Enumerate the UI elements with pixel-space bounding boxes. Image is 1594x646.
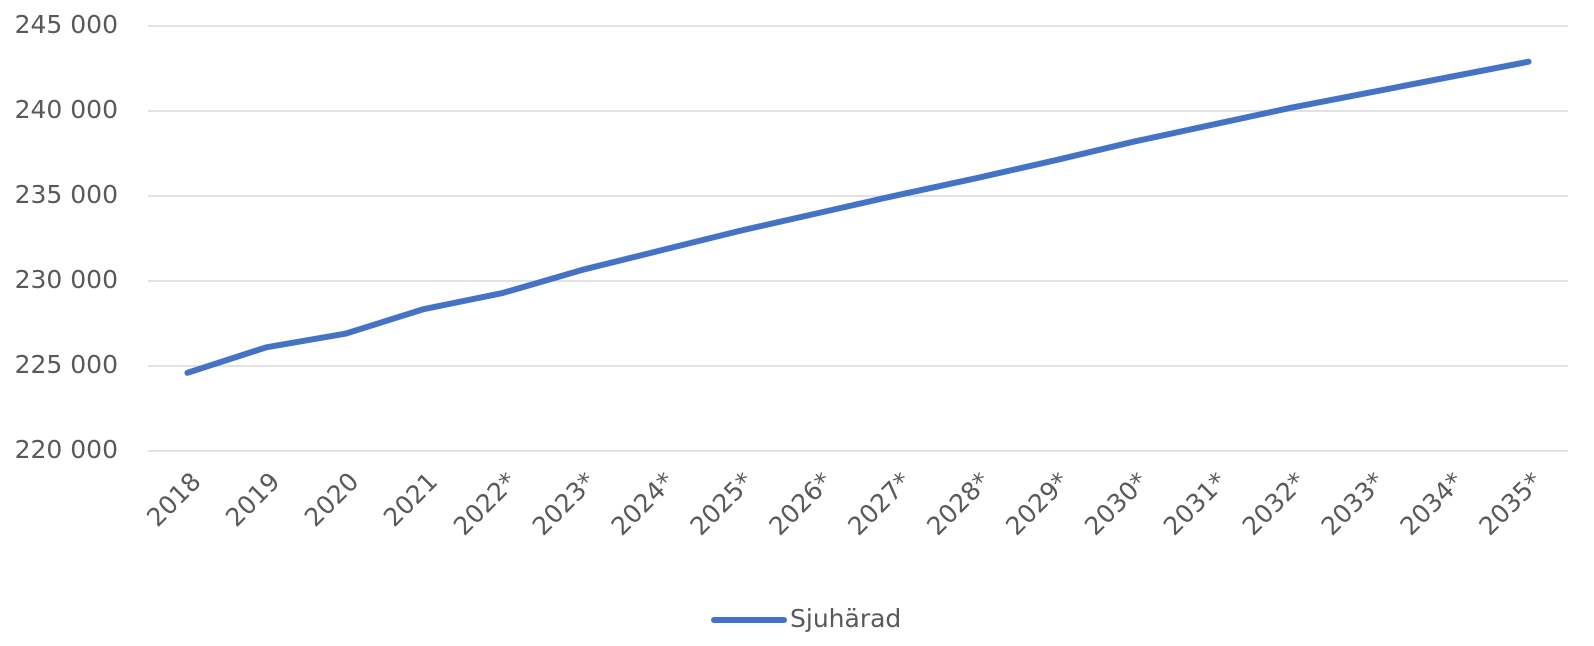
x-tick-label: 2025* bbox=[685, 467, 759, 541]
x-tick-label: 2022* bbox=[448, 467, 522, 541]
y-tick-label: 235 000 bbox=[15, 180, 118, 209]
x-tick-label: 2032* bbox=[1237, 467, 1311, 541]
y-tick-label: 230 000 bbox=[15, 265, 118, 294]
x-tick-label: 2023* bbox=[527, 467, 601, 541]
x-tick-label: 2018 bbox=[141, 467, 206, 532]
data-line bbox=[184, 58, 1532, 376]
x-tick-label: 2020 bbox=[299, 467, 364, 532]
x-tick-label: 2029* bbox=[1000, 467, 1074, 541]
x-tick-label: 2024* bbox=[606, 467, 680, 541]
y-tick-label: 245 000 bbox=[15, 10, 118, 39]
x-tick-label: 2031* bbox=[1158, 467, 1232, 541]
x-tick-label: 2026* bbox=[763, 467, 837, 541]
x-tick-label: 2019 bbox=[220, 467, 285, 532]
legend-label: Sjuhärad bbox=[790, 604, 901, 633]
x-tick-label: 2033* bbox=[1316, 467, 1390, 541]
y-tick-label: 225 000 bbox=[15, 350, 118, 379]
x-tick-label: 2034* bbox=[1395, 467, 1469, 541]
x-tick-label: 2028* bbox=[921, 467, 995, 541]
x-tick-label: 2035* bbox=[1473, 467, 1547, 541]
x-tick-label: 2027* bbox=[842, 467, 916, 541]
y-tick-label: 240 000 bbox=[15, 95, 118, 124]
y-tick-label: 220 000 bbox=[15, 435, 118, 464]
x-tick-label: 2030* bbox=[1079, 467, 1153, 541]
x-tick-label: 2021 bbox=[378, 467, 443, 532]
